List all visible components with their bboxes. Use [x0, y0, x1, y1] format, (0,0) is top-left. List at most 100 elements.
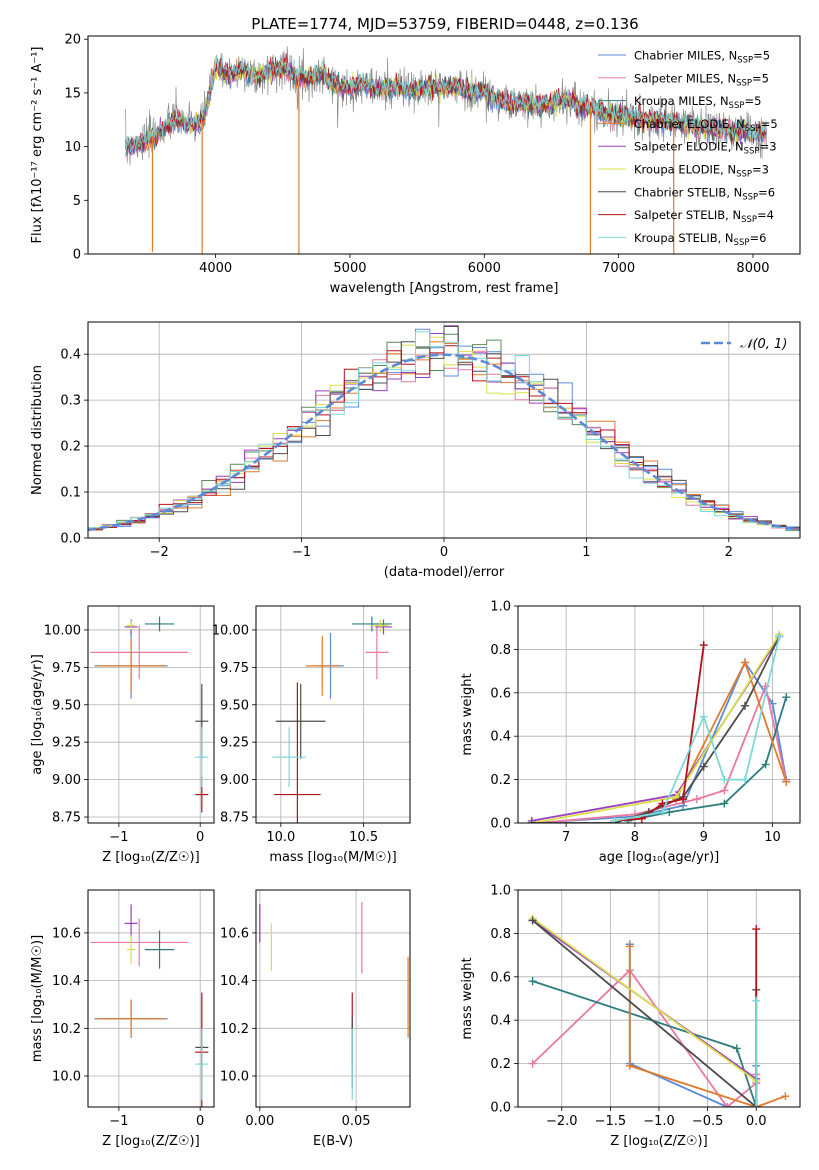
weight-marker [740, 775, 749, 784]
legend-label-tail: =4 [757, 208, 774, 222]
y-tick-label: 10.00 [212, 623, 249, 638]
y-tick-label: 9.50 [52, 698, 81, 713]
y-tick-label: 10.6 [220, 926, 249, 941]
weight-marker [720, 799, 729, 808]
legend-label-sub: SSP [734, 238, 750, 248]
legend-label-tail: =3 [760, 140, 777, 154]
x-tick-label: 4000 [199, 261, 232, 276]
weight-marker [658, 808, 667, 817]
y-tick-label: 5 [73, 194, 81, 209]
hist-step [88, 345, 800, 532]
spectrum-lines [125, 46, 767, 254]
x-tick-label: 0 [196, 1114, 204, 1129]
x-tick-label: 8000 [736, 261, 769, 276]
y-tick-label: 0 [73, 248, 81, 263]
x-tick-label: 0 [196, 830, 204, 845]
weight-marker [679, 795, 688, 804]
spectrum-legend: Chabrier MILES, NSSP=5 Salpeter MILES, NS… [598, 49, 778, 248]
legend-label-tail: =5 [744, 94, 761, 108]
weight-marker [752, 925, 761, 934]
y-axis-label: mass weight [460, 957, 475, 1039]
axes-frame [87, 321, 801, 539]
weight-marker [732, 1044, 741, 1053]
weight-marker [752, 996, 761, 1005]
weight-line [531, 660, 788, 823]
legend-label-text: Salpeter ELODIE, N [634, 140, 744, 154]
errorbar-series [90, 616, 209, 813]
y-tick-label: 10.0 [52, 1070, 81, 1085]
figure-title: PLATE=1774, MJD=53759, FIBERID=0448, z=0… [251, 15, 638, 33]
legend-label-text: Kroupa MILES, N [634, 94, 729, 108]
axes-age_vs_Z: −1 0 8.75 9.00 9.25 9.50 9.75 10.00 Z [log₁₀(Z/Z… [30, 605, 215, 865]
axes-frame [517, 605, 801, 824]
axes-spectrum: 4000 5000 6000 7000 8000 0 5 10 15 20 wavelength [… [30, 33, 801, 296]
y-tick-label: 9.75 [220, 661, 249, 676]
y-axis-label: Normed distribution [30, 365, 45, 495]
axes-frame [255, 889, 411, 1108]
weight-marker [610, 816, 619, 823]
y-tick-label: 9.75 [52, 661, 81, 676]
weight-marker [658, 799, 667, 808]
weight-series [527, 630, 791, 823]
legend-label-sub: SSP [729, 101, 745, 111]
legend-label: Salpeter MILES, NSSP=5 [634, 71, 769, 88]
y-tick-label: 0.3 [60, 394, 81, 409]
weight-marker [720, 786, 729, 795]
axes-frame [87, 605, 215, 824]
weight-marker [782, 777, 791, 786]
legend-label-text: Kroupa ELODIE, N [634, 163, 736, 177]
x-tick-label: −2.0 [546, 1114, 578, 1129]
x-tick-label: −1 [109, 830, 128, 845]
spectrum-model-line [125, 53, 767, 155]
weight-marker [752, 1103, 761, 1107]
legend-label: Chabrier MILES, NSSP=5 [634, 49, 770, 66]
y-tick-label: 9.50 [220, 698, 249, 713]
errorbar-series [90, 904, 209, 1107]
legend-label-sub: SSP [736, 78, 752, 88]
y-tick-label: 0.8 [490, 927, 511, 942]
legend-label-tail: =3 [752, 163, 769, 177]
legend-label: Kroupa MILES, NSSP=5 [634, 94, 761, 111]
x-tick-label: 10.5 [349, 830, 378, 845]
legend-label-text: Salpeter STELIB, N [634, 208, 741, 222]
y-tick-label: 9.00 [52, 773, 81, 788]
weight-marker [720, 775, 729, 784]
y-tick-label: 10.4 [220, 974, 249, 989]
y-axis-label: age [log₁₀(age/yr)] [30, 654, 45, 775]
legend-label-sub: SSP [741, 215, 757, 225]
x-tick-label: 0.00 [245, 1114, 274, 1129]
weight-marker [692, 795, 701, 804]
y-axis-label: mass weight [460, 673, 475, 755]
errorbar-series [272, 616, 392, 823]
x-tick-label: 5000 [333, 261, 366, 276]
x-axis-label: age [log₁₀(age/yr)] [599, 850, 720, 865]
errorbar-series [259, 901, 409, 1100]
axes-mass_vs_Z: −1 0 10.0 10.2 10.4 10.6 Z [log₁₀(Z/Z☉)] mass [… [30, 889, 215, 1149]
x-axis-label: Z [log₁₀(Z/Z☉)] [102, 1134, 199, 1149]
legend-label-sub: SSP [745, 124, 761, 134]
y-tick-label: 20 [64, 33, 81, 48]
legend-label-tail: =6 [758, 185, 775, 199]
weight-marker [665, 808, 674, 817]
y-axis-label: Flux [fλ10⁻¹⁷ erg cm⁻² s⁻¹ A⁻¹] [30, 47, 45, 244]
y-tick-label: 8.75 [52, 811, 81, 826]
weight-marker [740, 701, 749, 710]
y-tick-label: 9.00 [220, 773, 249, 788]
weight-marker [625, 942, 634, 951]
weight-marker [740, 658, 749, 667]
y-tick-label: 0.2 [60, 440, 81, 455]
y-tick-label: 10.00 [44, 623, 81, 638]
y-axis-label: mass [log₁₀(M/M☉)] [30, 935, 45, 1062]
x-tick-label: 0.05 [342, 1114, 371, 1129]
y-tick-label: 15 [64, 86, 81, 101]
weight-marker [699, 762, 708, 771]
y-tick-label: 0.0 [60, 532, 81, 547]
y-tick-label: 0.4 [490, 1014, 511, 1029]
axes-frame [517, 889, 801, 1108]
weight-marker [781, 1092, 790, 1101]
weight-marker [699, 641, 708, 650]
axes-mass_vs_EBV: 0.00 0.05 10.0 10.2 10.4 10.6 E(B-V) [220, 889, 411, 1149]
x-axis-label: Z [log₁₀(Z/Z☉)] [102, 850, 199, 865]
y-tick-label: 0.0 [490, 1101, 511, 1116]
